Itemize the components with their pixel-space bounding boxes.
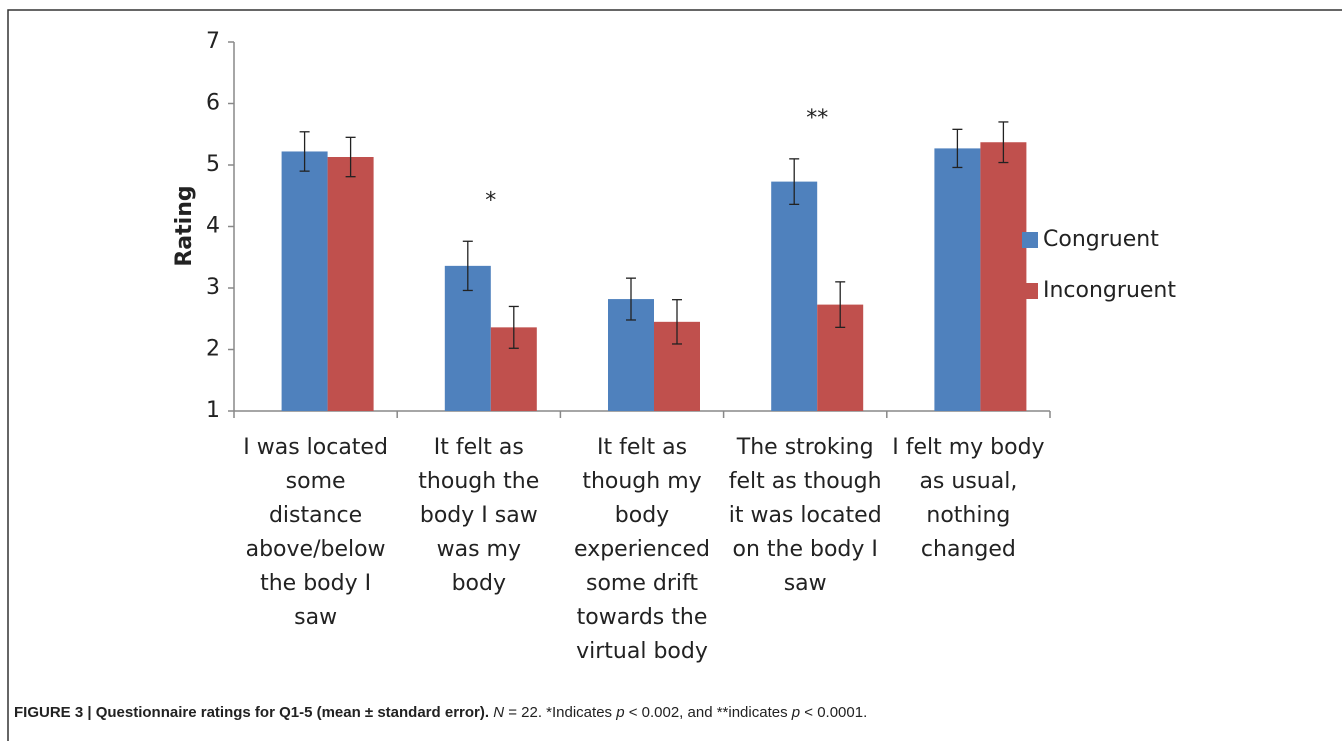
y-tick-label: 3 <box>206 275 220 300</box>
y-tick-label: 4 <box>206 214 220 239</box>
x-tick-label: I was located <box>243 435 388 460</box>
bar <box>327 157 374 411</box>
x-tick-label: felt as though <box>729 469 882 494</box>
x-tick-label: nothing <box>926 503 1010 528</box>
x-tick-label: The stroking <box>736 435 874 460</box>
frame <box>7 9 1342 741</box>
x-tick-label: body I saw <box>420 503 538 528</box>
x-tick-label: towards the <box>577 605 708 630</box>
y-tick-label: 7 <box>206 29 220 54</box>
y-axis-label: Rating <box>172 185 197 266</box>
legend-swatch <box>1022 283 1038 299</box>
annotation: ** <box>806 106 828 131</box>
caption-bold: FIGURE 3 | Questionnaire ratings for Q1-… <box>14 704 490 721</box>
x-tick-label: as usual, <box>919 469 1017 494</box>
x-tick-label: virtual body <box>576 639 708 664</box>
x-tick-label: the body I <box>260 571 371 596</box>
x-tick-label: saw <box>784 571 827 596</box>
x-tick-label: experienced <box>574 537 710 562</box>
caption-part: < 0.002, and **indicates <box>624 704 792 721</box>
caption-part: N <box>493 704 505 721</box>
x-tick-label: it was located <box>729 503 882 528</box>
y-tick-label: 5 <box>206 152 220 177</box>
x-tick-label: saw <box>294 605 337 630</box>
y-tick-label: 1 <box>206 398 220 423</box>
legend-swatch <box>1022 232 1038 248</box>
x-tick-label: I felt my body <box>892 435 1044 460</box>
x-tick-label: some <box>286 469 346 494</box>
x-tick-label: distance <box>269 503 362 528</box>
bar <box>281 151 328 411</box>
legend-label: Congruent <box>1043 227 1159 252</box>
x-tick-label: above/below <box>246 537 386 562</box>
caption: FIGURE 3 | Questionnaire ratings for Q1-… <box>14 704 867 721</box>
caption-part: p <box>616 704 625 721</box>
x-tick-label: It felt as <box>597 435 687 460</box>
annotation: * <box>485 188 496 213</box>
bar <box>771 181 818 411</box>
x-tick-label: changed <box>921 537 1016 562</box>
caption-part: = 22. *Indicates <box>504 704 617 721</box>
x-tick-label: body <box>615 503 669 528</box>
y-tick-label: 2 <box>206 337 220 362</box>
x-tick-label: though my <box>582 469 701 494</box>
x-tick-label: though the <box>418 469 539 494</box>
y-tick-label: 6 <box>206 91 220 116</box>
bar <box>980 142 1027 411</box>
x-tick-label: some drift <box>586 571 698 596</box>
caption-part: p <box>791 704 801 721</box>
x-tick-label: body <box>452 571 506 596</box>
x-tick-label: on the body I <box>733 537 878 562</box>
legend-label: Incongruent <box>1043 278 1176 303</box>
x-tick-label: was my <box>437 537 521 562</box>
caption-part: < 0.0001. <box>800 704 868 721</box>
x-tick-label: It felt as <box>434 435 524 460</box>
bar <box>934 148 981 411</box>
